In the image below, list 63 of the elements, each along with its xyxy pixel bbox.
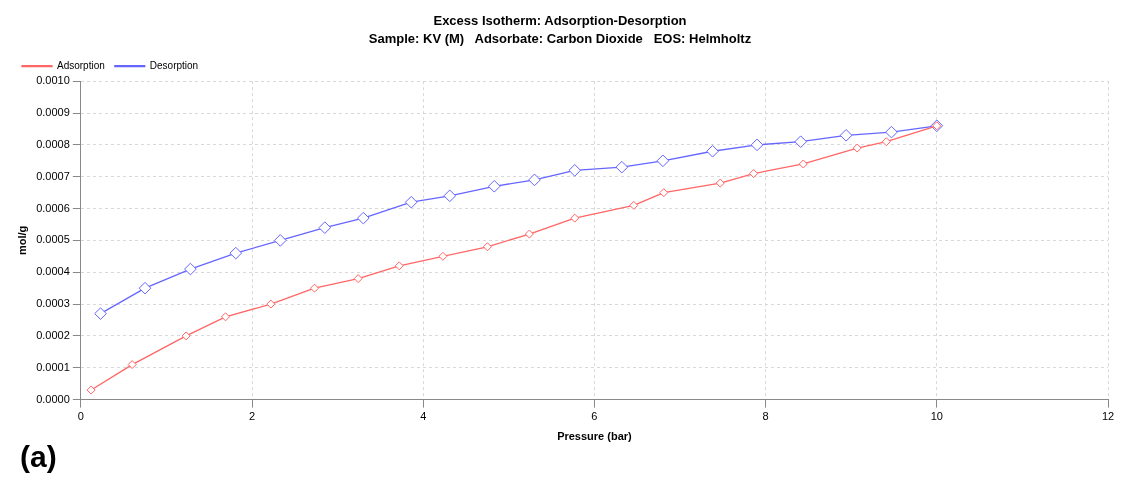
y-tick-label: 0.0005 [36,233,70,246]
point [881,137,891,147]
chart-subtitle: Sample: KV (M) Adsorbate: Carbon Dioxide EOS: Helmholtz [368,30,752,46]
point [794,135,808,148]
legend-label: Adsorption [57,59,105,71]
x-tick-label: 2 [248,410,256,423]
y-axis-title: mol/g [15,225,28,256]
point [438,251,448,261]
point [656,154,670,168]
point [94,307,107,320]
y-tick-label: 0.0009 [36,106,70,119]
chart-title: Excess Isotherm: Adsorption-Desorption [433,13,687,29]
y-tick-label: 0.0008 [36,137,70,150]
x-tick-label: 0 [77,410,84,423]
point [615,160,629,174]
y-tick-label: 0.0004 [36,265,70,278]
x-tick-label: 6 [591,410,598,423]
point [357,211,370,225]
point [266,299,276,309]
point [229,246,243,260]
point [273,234,287,247]
point [852,143,862,153]
point [184,262,197,276]
y-tick-label: 0.0001 [36,360,70,373]
point [404,195,418,209]
point [394,261,404,271]
y-tick-label: 0.0007 [36,169,70,182]
point [86,385,96,395]
y-tick-label: 0.0003 [36,297,70,310]
point [528,173,541,187]
legend-label: Desorption [149,59,199,71]
point [568,164,582,177]
point [353,274,363,284]
point [715,178,725,188]
point [524,229,534,239]
x-tick-label: 4 [420,410,427,423]
point [749,169,759,179]
point [310,283,320,293]
point [443,189,457,203]
x-tick-label: 12 [1101,410,1115,423]
point [629,200,639,210]
point [798,159,808,169]
point [318,221,332,234]
point [138,281,152,295]
point [482,242,492,252]
x-axis-title: Pressure (bar) [557,430,633,443]
point [181,331,191,341]
point [885,125,898,139]
point [750,138,764,152]
point [659,188,669,198]
y-tick-label: 0.0010 [36,74,70,87]
y-tick-label: 0.0002 [36,328,70,341]
point [570,213,580,223]
y-tick-label: 0.0000 [36,392,70,405]
x-tick-label: 8 [762,410,769,423]
point [839,129,853,142]
point [221,312,230,322]
text: (a) [20,440,57,474]
x-tick-label: 10 [930,410,943,423]
point [487,179,501,193]
y-tick-label: 0.0006 [36,201,70,214]
point [127,360,137,370]
point [706,144,719,158]
